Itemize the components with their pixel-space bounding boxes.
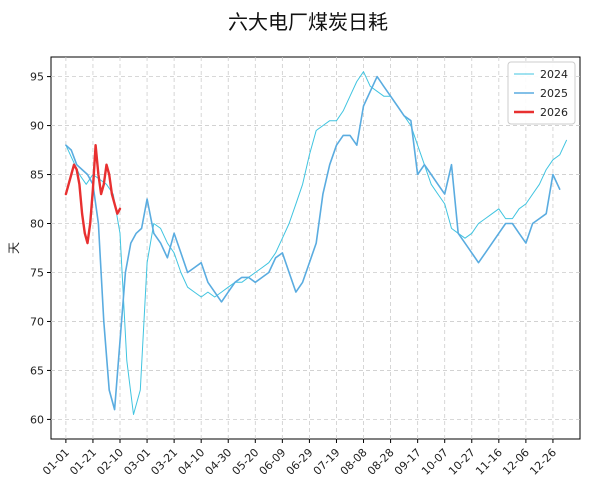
x-tick-label: 11-16 [473, 446, 505, 478]
x-tick-label: 03-21 [148, 446, 180, 478]
x-tick-label: 09-17 [392, 446, 424, 478]
y-axis-label: 天 [7, 242, 21, 254]
x-tick-label: 04-30 [203, 446, 235, 478]
x-tick-label: 05-20 [230, 446, 262, 478]
x-tick-label: 08-08 [338, 446, 370, 478]
x-tick-label: 04-10 [176, 446, 208, 478]
x-tick-label: 10-27 [446, 446, 478, 478]
series-line-2026 [64, 144, 122, 245]
y-tick-label: 90 [30, 120, 44, 133]
y-tick-label: 75 [30, 266, 44, 279]
x-tick-label: 12-06 [500, 446, 532, 478]
x-tick-label: 01-21 [67, 446, 99, 478]
x-tick-label: 06-29 [284, 446, 316, 478]
y-tick-label: 65 [30, 364, 44, 377]
x-tick-label: 07-19 [311, 446, 343, 478]
y-tick-label: 95 [30, 71, 44, 84]
grid [51, 57, 580, 439]
series-line-2025 [65, 75, 561, 411]
x-tick-label: 01-01 [40, 446, 72, 478]
series-lines [64, 71, 567, 415]
x-tick-label: 03-01 [121, 446, 153, 478]
y-tick-label: 60 [30, 413, 44, 426]
x-tick-label: 02-10 [94, 446, 126, 478]
x-tick-label: 06-09 [257, 446, 289, 478]
plot-area [50, 56, 581, 440]
x-tick-label: 12-26 [527, 446, 559, 478]
x-tick-label: 10-07 [419, 446, 451, 478]
y-tick-label: 85 [30, 169, 44, 182]
y-tick-label: 80 [30, 218, 44, 231]
x-tick-label: 08-28 [365, 446, 397, 478]
chart-title: 六大电厂煤炭日耗 [228, 10, 388, 34]
legend-label: 2026 [540, 106, 568, 119]
legend: 2024 2025 2026 [507, 61, 576, 125]
y-tick-label: 70 [30, 315, 44, 328]
legend-box [507, 61, 576, 125]
series-line-2024 [65, 71, 567, 415]
legend-label: 2024 [540, 68, 568, 81]
legend-label: 2025 [540, 87, 568, 100]
